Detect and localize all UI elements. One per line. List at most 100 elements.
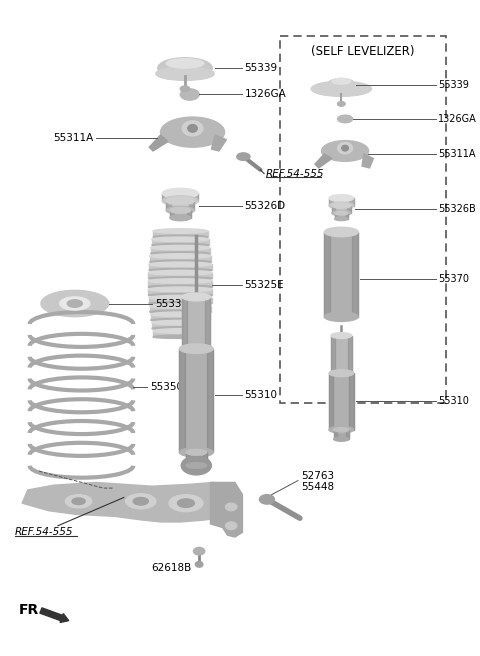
Ellipse shape	[150, 260, 211, 264]
Bar	[182, 297, 187, 349]
Text: 55326D: 55326D	[244, 201, 286, 211]
Text: 55326B: 55326B	[438, 205, 476, 215]
Ellipse shape	[180, 344, 213, 354]
Bar	[332, 205, 336, 213]
Bar	[151, 314, 210, 320]
Bar	[30, 417, 133, 428]
Bar	[324, 232, 330, 317]
Ellipse shape	[182, 293, 210, 301]
Ellipse shape	[148, 285, 212, 289]
Bar	[30, 395, 133, 406]
Ellipse shape	[153, 329, 207, 333]
Bar	[30, 340, 133, 351]
Bar	[346, 430, 349, 439]
Bar	[349, 198, 354, 205]
Ellipse shape	[331, 333, 352, 338]
Bar	[331, 335, 335, 373]
Ellipse shape	[151, 318, 210, 322]
Bar	[180, 349, 213, 452]
Bar	[348, 335, 352, 373]
Ellipse shape	[331, 370, 352, 376]
Ellipse shape	[170, 215, 191, 220]
Text: 55310: 55310	[244, 390, 277, 400]
Ellipse shape	[182, 121, 203, 136]
Text: REF.54-555: REF.54-555	[14, 527, 73, 537]
Ellipse shape	[329, 426, 354, 433]
Text: 55448: 55448	[301, 482, 334, 492]
Ellipse shape	[152, 320, 209, 325]
Bar	[329, 198, 334, 205]
Bar	[153, 231, 207, 237]
Bar	[329, 198, 354, 205]
Ellipse shape	[180, 89, 199, 100]
Bar	[331, 335, 352, 373]
Bar	[180, 349, 185, 452]
Ellipse shape	[329, 370, 354, 377]
Ellipse shape	[149, 262, 212, 266]
Bar	[324, 232, 358, 317]
Bar	[30, 351, 133, 362]
Bar	[148, 273, 212, 279]
Ellipse shape	[186, 449, 207, 455]
Bar	[150, 306, 211, 312]
Bar	[148, 289, 212, 295]
Text: 1326GA: 1326GA	[438, 114, 477, 124]
Bar	[329, 373, 334, 430]
Text: 55350S: 55350S	[150, 382, 190, 392]
Bar	[186, 452, 190, 466]
Bar	[166, 201, 194, 211]
Bar	[332, 205, 351, 213]
Ellipse shape	[153, 229, 207, 234]
Ellipse shape	[126, 494, 156, 509]
Polygon shape	[210, 482, 242, 537]
Ellipse shape	[332, 203, 351, 208]
Bar	[182, 297, 210, 349]
Ellipse shape	[67, 300, 83, 307]
Text: FR.: FR.	[18, 604, 44, 617]
Ellipse shape	[180, 86, 190, 92]
Bar	[352, 232, 358, 317]
Ellipse shape	[178, 499, 194, 507]
Bar	[349, 373, 354, 430]
Bar	[30, 384, 133, 395]
Ellipse shape	[153, 335, 207, 338]
Ellipse shape	[322, 140, 369, 161]
Bar	[30, 373, 133, 384]
Bar	[148, 281, 212, 287]
Polygon shape	[211, 135, 227, 151]
Ellipse shape	[332, 79, 351, 84]
Bar	[30, 329, 133, 340]
Ellipse shape	[226, 503, 237, 510]
Ellipse shape	[180, 447, 213, 457]
Ellipse shape	[169, 495, 203, 512]
Ellipse shape	[181, 456, 211, 475]
Text: 62618B: 62618B	[151, 563, 191, 573]
Text: 55310: 55310	[438, 396, 469, 407]
Bar	[30, 438, 133, 449]
Ellipse shape	[160, 117, 225, 147]
Ellipse shape	[182, 345, 210, 353]
Ellipse shape	[41, 291, 109, 317]
Bar	[30, 428, 133, 438]
Text: REF.54-555: REF.54-555	[266, 169, 324, 178]
Text: 55339: 55339	[244, 63, 277, 73]
Polygon shape	[315, 154, 332, 168]
Ellipse shape	[332, 211, 351, 216]
Ellipse shape	[153, 235, 207, 239]
Ellipse shape	[150, 304, 211, 308]
Bar	[153, 331, 207, 337]
Bar	[334, 430, 349, 439]
Text: 55311A: 55311A	[438, 149, 476, 159]
Text: 52763: 52763	[301, 471, 334, 481]
Ellipse shape	[148, 293, 212, 297]
Bar	[151, 248, 210, 253]
Bar	[335, 213, 337, 218]
Bar	[30, 449, 133, 461]
Bar	[329, 373, 354, 430]
Bar	[192, 194, 198, 201]
Ellipse shape	[237, 153, 250, 160]
Bar	[170, 211, 174, 218]
Ellipse shape	[193, 547, 205, 555]
Ellipse shape	[334, 428, 349, 432]
Bar	[334, 430, 336, 439]
